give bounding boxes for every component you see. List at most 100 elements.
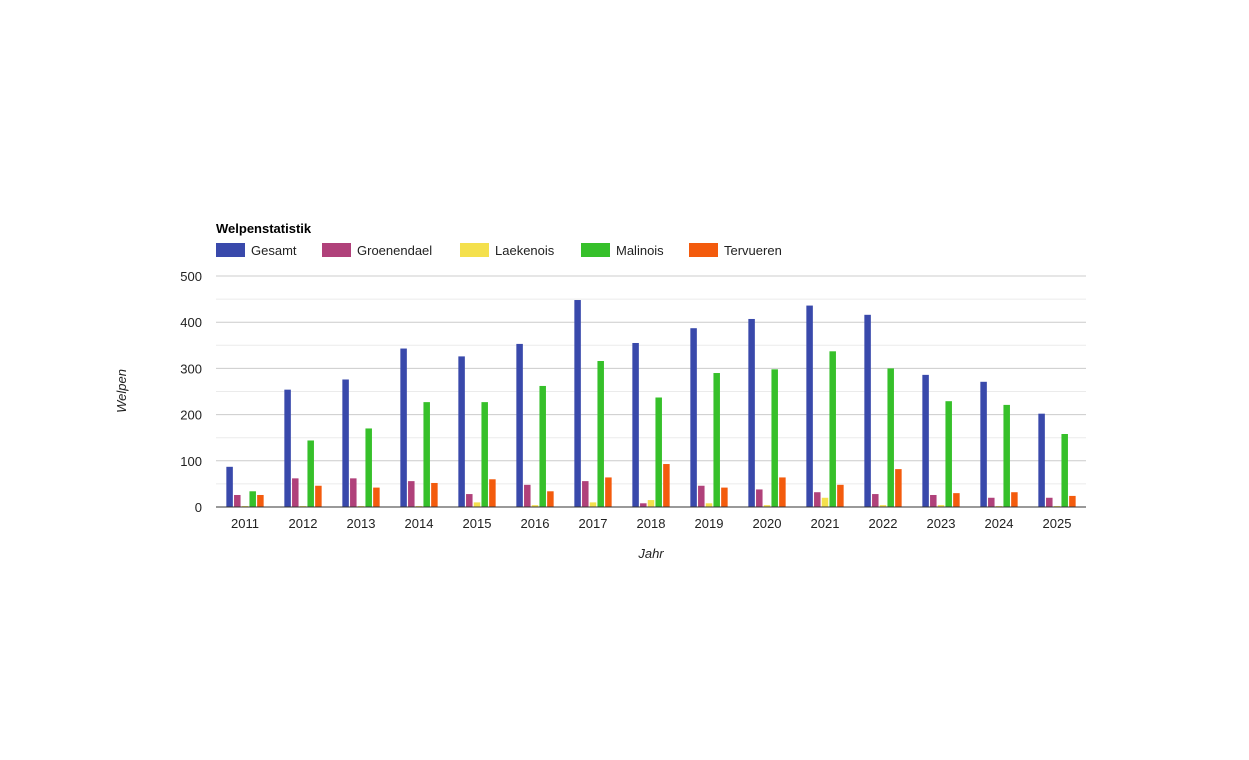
bar-laekenois-2015[interactable]: [473, 502, 481, 507]
bar-groenendael-2022[interactable]: [872, 494, 879, 507]
legend-item-gesamt[interactable]: Gesamt: [216, 243, 297, 258]
gridlines: [216, 275, 1086, 485]
bar-laekenois-2017[interactable]: [589, 502, 597, 507]
bar-groenendael-2024[interactable]: [988, 497, 995, 507]
bar-groenendael-2014[interactable]: [408, 481, 415, 507]
y-tick-label: 200: [180, 408, 202, 423]
bar-gesamt-2015[interactable]: [458, 356, 465, 507]
bar-malinois-2021[interactable]: [829, 351, 836, 507]
bar-tervueren-2012[interactable]: [315, 485, 322, 507]
bar-malinois-2012[interactable]: [307, 440, 314, 507]
legend-item-groenendael[interactable]: Groenendael: [322, 243, 432, 258]
bar-groenendael-2012[interactable]: [292, 478, 299, 507]
bar-laekenois-2016[interactable]: [531, 505, 539, 507]
bar-malinois-2014[interactable]: [423, 402, 430, 507]
bar-gesamt-2021[interactable]: [806, 305, 813, 507]
x-tick-label: 2015: [463, 516, 492, 531]
bar-tervueren-2017[interactable]: [605, 477, 612, 507]
bars: [226, 300, 1076, 507]
bar-gesamt-2025[interactable]: [1038, 413, 1045, 507]
legend-item-malinois[interactable]: Malinois: [581, 243, 664, 258]
bar-laekenois-2020[interactable]: [763, 505, 771, 507]
bar-malinois-2018[interactable]: [655, 397, 662, 507]
x-tick-label: 2024: [985, 516, 1014, 531]
bar-tervueren-2016[interactable]: [547, 491, 554, 507]
bar-groenendael-2025[interactable]: [1046, 497, 1053, 507]
bar-gesamt-2022[interactable]: [864, 314, 871, 507]
x-tick-label: 2018: [637, 516, 666, 531]
bar-tervueren-2015[interactable]: [489, 479, 496, 507]
bar-tervueren-2024[interactable]: [1011, 492, 1018, 507]
bar-malinois-2016[interactable]: [539, 385, 546, 507]
bar-tervueren-2013[interactable]: [373, 487, 380, 507]
bar-gesamt-2017[interactable]: [574, 300, 581, 507]
y-axis-ticks: 0 100 200 300 400 500: [180, 269, 202, 515]
legend-label: Tervueren: [724, 243, 782, 258]
bar-groenendael-2013[interactable]: [350, 478, 357, 507]
y-axis-title: Welpen: [114, 369, 129, 413]
x-tick-label: 2017: [579, 516, 608, 531]
bar-malinois-2022[interactable]: [887, 368, 894, 507]
bar-tervueren-2021[interactable]: [837, 484, 844, 507]
legend-item-laekenois[interactable]: Laekenois: [460, 243, 555, 258]
bar-gesamt-2024[interactable]: [980, 381, 987, 507]
bar-malinois-2023[interactable]: [945, 401, 952, 507]
bar-malinois-2013[interactable]: [365, 428, 372, 507]
bar-laekenois-2023[interactable]: [937, 505, 945, 507]
legend-label: Malinois: [616, 243, 664, 258]
legend-swatch: [689, 243, 718, 257]
legend-swatch: [460, 243, 489, 257]
bar-groenendael-2015[interactable]: [466, 494, 473, 507]
bar-malinois-2019[interactable]: [713, 373, 720, 507]
bar-groenendael-2020[interactable]: [756, 489, 763, 507]
bar-tervueren-2020[interactable]: [779, 477, 786, 507]
bar-groenendael-2018[interactable]: [640, 503, 647, 507]
y-tick-label: 0: [195, 500, 202, 515]
bar-groenendael-2023[interactable]: [930, 494, 937, 507]
x-axis-title: Jahr: [637, 546, 664, 561]
bar-groenendael-2021[interactable]: [814, 492, 821, 507]
bar-malinois-2017[interactable]: [597, 361, 604, 507]
bar-gesamt-2013[interactable]: [342, 379, 349, 507]
bar-gesamt-2016[interactable]: [516, 343, 523, 507]
bar-tervueren-2023[interactable]: [953, 493, 960, 507]
bar-malinois-2024[interactable]: [1003, 404, 1010, 507]
bar-tervueren-2019[interactable]: [721, 487, 728, 507]
bar-tervueren-2014[interactable]: [431, 482, 438, 507]
bar-groenendael-2011[interactable]: [234, 494, 241, 507]
x-tick-label: 2025: [1043, 516, 1072, 531]
bar-gesamt-2014[interactable]: [400, 348, 407, 507]
legend-swatch: [581, 243, 610, 257]
legend-item-tervueren[interactable]: Tervueren: [689, 243, 782, 258]
bar-tervueren-2025[interactable]: [1069, 495, 1076, 507]
x-tick-label: 2019: [695, 516, 724, 531]
bar-malinois-2020[interactable]: [771, 369, 778, 507]
bar-tervueren-2022[interactable]: [895, 469, 902, 507]
legend-label: Laekenois: [495, 243, 555, 258]
bar-groenendael-2017[interactable]: [582, 481, 589, 507]
bar-gesamt-2018[interactable]: [632, 342, 639, 507]
bar-laekenois-2019[interactable]: [705, 503, 713, 507]
bar-gesamt-2023[interactable]: [922, 374, 929, 507]
bar-malinois-2025[interactable]: [1061, 434, 1068, 507]
x-tick-label: 2011: [231, 516, 259, 531]
bar-groenendael-2019[interactable]: [698, 485, 705, 507]
bar-gesamt-2019[interactable]: [690, 328, 697, 507]
bar-tervueren-2011[interactable]: [257, 494, 264, 507]
bar-gesamt-2011[interactable]: [226, 466, 233, 507]
bar-gesamt-2012[interactable]: [284, 389, 291, 507]
bar-tervueren-2018[interactable]: [663, 464, 670, 507]
x-tick-label: 2020: [753, 516, 782, 531]
bar-groenendael-2016[interactable]: [524, 484, 531, 507]
x-axis-ticks: 2011 2012 2013 2014 2015 2016 2017 2018 2019 2020…: [231, 516, 1071, 531]
bar-malinois-2015[interactable]: [481, 402, 488, 507]
bar-gesamt-2020[interactable]: [748, 318, 755, 507]
bar-laekenois-2022[interactable]: [879, 505, 887, 507]
bar-laekenois-2018[interactable]: [647, 500, 655, 507]
bar-laekenois-2021[interactable]: [821, 497, 829, 507]
x-tick-label: 2022: [869, 516, 898, 531]
legend-swatch: [216, 243, 245, 257]
y-tick-label: 400: [180, 315, 202, 330]
bar-malinois-2011[interactable]: [249, 491, 256, 507]
